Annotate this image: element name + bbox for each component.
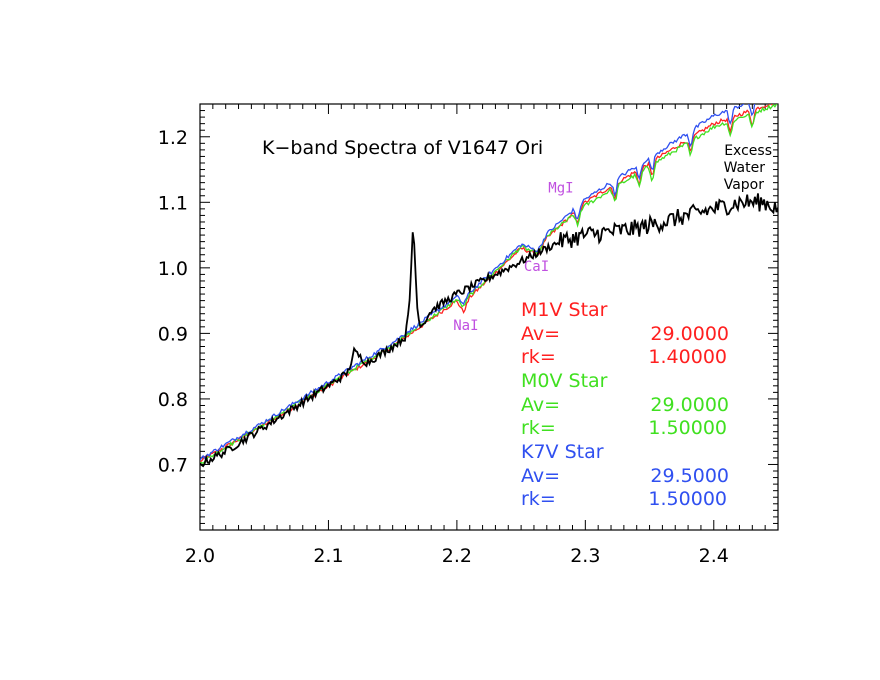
legend-k7v-rk-value: 1.50000: [648, 488, 727, 510]
series-line-v1647-ori: [200, 193, 778, 468]
legend-m0v-rk-label: rk=: [521, 417, 556, 439]
x-tick-label: 2.1: [313, 545, 343, 567]
legend-m1v-av-label: Av=: [521, 323, 560, 345]
x-tick-label: 2.0: [185, 545, 215, 567]
legend-m0v-av-label: Av=: [521, 394, 560, 416]
x-tick-label: 2.2: [442, 545, 472, 567]
line-label-mgi: MgI: [548, 180, 573, 196]
legend-k7v-av-value: 29.5000: [650, 465, 729, 487]
legend-m0v-rk-value: 1.50000: [648, 417, 727, 439]
spectral-line-labels: NaI CaI MgI: [453, 180, 573, 334]
legend-m0v-name: M0V Star: [521, 370, 608, 392]
water-vapor-annotation: Excess Water Vapor: [724, 143, 772, 193]
y-tick-label: 1.1: [158, 192, 188, 214]
y-tick-labels: 0.7 0.8 0.9 1.0 1.1 1.2: [158, 127, 188, 477]
legend-k7v-name: K7V Star: [521, 441, 604, 463]
plot-frame: [199, 103, 779, 531]
line-label-cai: CaI: [524, 259, 549, 275]
y-tick-label: 0.9: [158, 323, 188, 345]
x-tick-labels: 2.0 2.1 2.2 2.3 2.4: [185, 545, 729, 567]
legend-k7v-rk-label: rk=: [521, 488, 556, 510]
legend-m1v-rk-label: rk=: [521, 346, 556, 368]
y-tick-label: 1.0: [158, 258, 188, 280]
legend-k7v-av-label: Av=: [521, 465, 560, 487]
y-tick-label: 0.8: [158, 389, 188, 411]
legend-m1v-name: M1V Star: [521, 299, 608, 321]
legend-m1v-av-value: 29.0000: [650, 323, 729, 345]
chart-title: K−band Spectra of V1647 Ori: [262, 137, 543, 159]
x-tick-label: 2.4: [699, 545, 729, 567]
series-layer: [200, 104, 778, 468]
annotation-line-1: Excess: [724, 143, 772, 159]
line-label-nai: NaI: [453, 318, 478, 334]
legend-m0v-av-value: 29.0000: [650, 394, 729, 416]
annotation-line-3: Vapor: [724, 177, 765, 193]
series-line-k7v-star: [200, 104, 756, 461]
legend-m1v-rk-value: 1.40000: [648, 346, 727, 368]
axis-ticks: [199, 103, 779, 531]
y-tick-label: 0.7: [158, 454, 188, 476]
x-tick-label: 2.3: [570, 545, 600, 567]
y-tick-label: 1.2: [158, 127, 188, 149]
annotation-line-2: Water: [724, 160, 766, 176]
chart-legend: M1V Star Av= 29.0000 rk= 1.40000 M0V Sta…: [521, 299, 729, 510]
